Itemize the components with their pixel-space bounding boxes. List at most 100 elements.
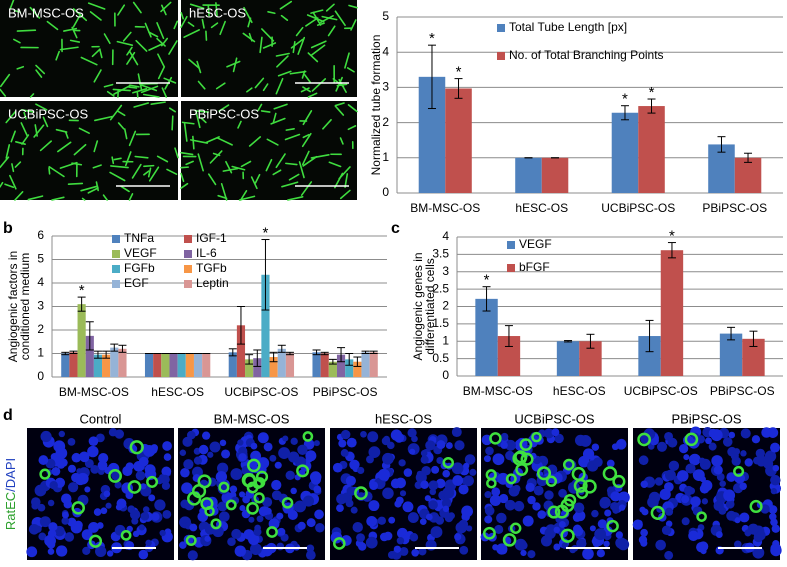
tube-segment: [72, 15, 81, 28]
nucleus: [403, 468, 413, 477]
nucleus: [239, 491, 246, 498]
nucleus: [770, 474, 781, 486]
error-bar: [727, 326, 736, 341]
tube-segment: [144, 22, 152, 38]
nucleus: [483, 455, 491, 463]
tube-segment: [16, 65, 25, 70]
significance-star: *: [429, 30, 435, 47]
tube-segment: [246, 87, 253, 93]
tube-segment: [259, 36, 263, 54]
nucleus: [752, 546, 765, 559]
nucleus: [532, 502, 541, 511]
rat-ec-cell: [486, 477, 497, 489]
nucleus: [442, 469, 451, 478]
error-bar: [285, 351, 294, 356]
nucleus: [739, 482, 747, 490]
nucleus: [103, 490, 111, 498]
nucleus: [576, 538, 587, 549]
tube-segment: [57, 141, 72, 153]
rat-ec-cell: [354, 486, 368, 501]
tube-segment: [71, 26, 78, 39]
nucleus: [454, 533, 462, 541]
nucleus: [277, 527, 286, 536]
nucleus: [573, 502, 585, 514]
nucleus: [306, 544, 315, 553]
nucleus: [504, 499, 516, 511]
nucleus: [340, 429, 351, 440]
panel-label: d: [3, 407, 13, 424]
x-tick-label: PBiPSC-OS: [702, 201, 767, 215]
x-tick-label: hESC-OS: [553, 384, 606, 398]
nucleus: [26, 546, 38, 558]
nucleus: [242, 495, 250, 504]
legend-swatch: [112, 280, 120, 288]
tube-segment: [109, 171, 126, 182]
stain-label-ratec: RatEC: [3, 492, 18, 530]
nucleus: [688, 530, 699, 542]
tube-segment: [55, 50, 60, 61]
nucleus: [643, 428, 656, 440]
tube-segment: [347, 104, 358, 113]
bar: [361, 352, 370, 377]
error-bar: [369, 350, 378, 354]
nucleus: [409, 448, 416, 455]
nucleus: [638, 455, 649, 466]
y-tick-label: 6: [37, 228, 44, 242]
nucleus: [533, 485, 544, 496]
tube-segment: [156, 37, 166, 47]
nucleus: [420, 449, 428, 457]
tube-segment: [260, 110, 271, 113]
error-bar: [261, 239, 270, 311]
nucleus: [366, 455, 374, 464]
x-tick-label: BM-MSC-OS: [59, 385, 129, 399]
tube-segment: [262, 42, 277, 49]
rat-ec-cell: [571, 466, 586, 481]
nucleus: [705, 437, 712, 445]
nucleus: [231, 496, 240, 505]
tube-segment: [116, 40, 134, 47]
legend-label: EGF: [124, 276, 149, 290]
rat-ec-cell: [252, 478, 264, 490]
rat-ec-cell: [296, 464, 310, 478]
bar: [69, 352, 78, 377]
nucleus: [276, 542, 285, 551]
tube-segment: [128, 130, 137, 147]
nucleus: [770, 442, 780, 453]
nucleus: [40, 430, 52, 443]
tube-segment: [132, 87, 148, 94]
tube-segment: [78, 127, 90, 134]
tube-segment: [239, 190, 248, 201]
tube-segment: [132, 1, 142, 14]
tube-segment: [23, 111, 27, 120]
nucleus: [67, 464, 77, 473]
nucleus: [336, 504, 344, 512]
x-tick-label: UCBiPSC-OS: [624, 384, 698, 398]
rat-ec-cell: [696, 511, 707, 522]
nucleus: [290, 437, 298, 445]
nucleus: [661, 525, 672, 536]
legend-label: VEGF: [519, 237, 552, 251]
nucleus: [248, 516, 255, 523]
nucleus: [514, 538, 527, 551]
nucleus: [610, 491, 621, 502]
rat-ec-cell: [554, 504, 569, 519]
x-tick-label: PBiPSC-OS: [710, 384, 775, 398]
tube-segment: [334, 172, 344, 189]
nucleus: [365, 536, 378, 549]
nucleus: [315, 523, 325, 533]
rat-ec-cell: [749, 499, 763, 514]
tube-segment: [192, 135, 195, 150]
tube-segment: [98, 48, 103, 59]
nucleus: [360, 430, 367, 438]
nucleus: [142, 506, 150, 513]
nucleus: [305, 550, 316, 560]
tube-segment: [123, 128, 128, 140]
nucleus: [537, 510, 547, 519]
nucleus: [162, 441, 172, 451]
nucleus: [574, 434, 587, 447]
error-bar: [253, 349, 262, 367]
bar: [353, 361, 362, 377]
nucleus: [394, 500, 402, 508]
bar: [102, 354, 111, 377]
